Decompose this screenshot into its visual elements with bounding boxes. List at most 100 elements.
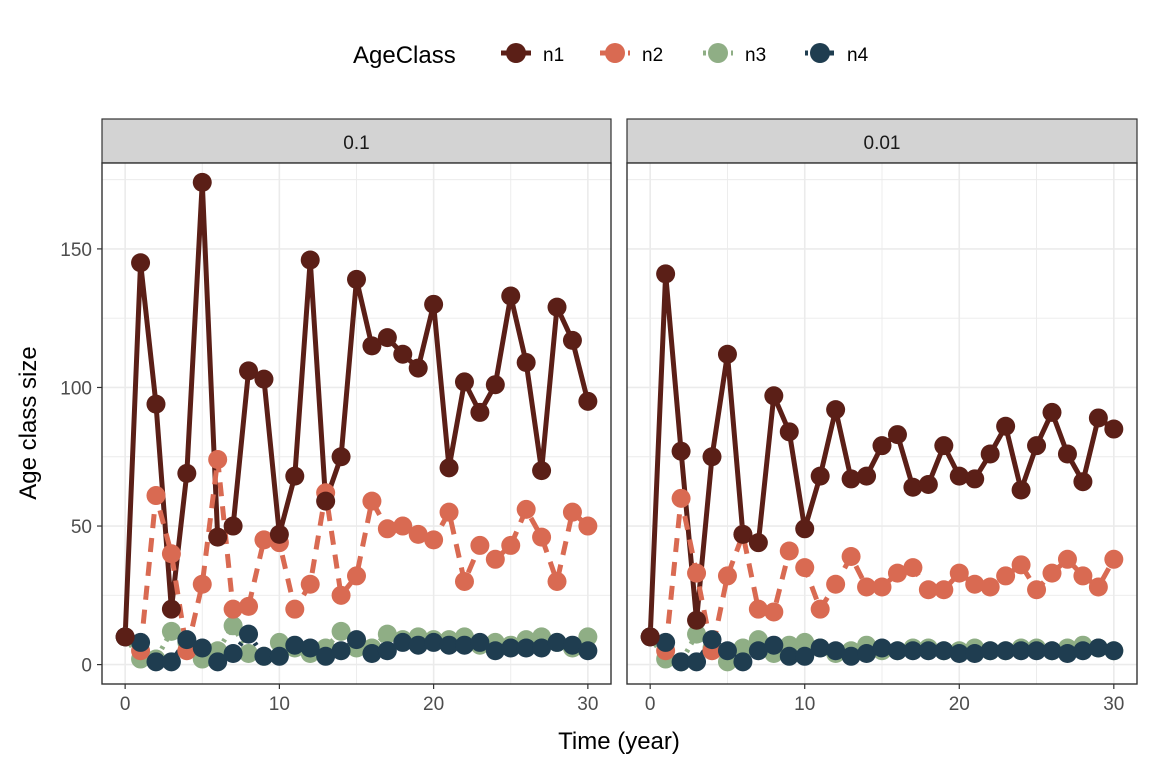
data-point-n1 (1057, 444, 1077, 464)
data-point-n1 (965, 469, 985, 489)
data-point-n2 (470, 535, 490, 555)
y-axis-label: Age class size (15, 346, 42, 499)
x-tick-label: 30 (1103, 694, 1124, 715)
legend-marker-n4 (810, 43, 830, 63)
data-point-n1 (300, 250, 320, 270)
data-point-n1 (841, 469, 861, 489)
data-point-n1 (1011, 480, 1031, 500)
data-point-n4 (254, 646, 274, 666)
panel-strip (626, 118, 1138, 164)
data-point-n2 (996, 566, 1016, 586)
data-point-n4 (439, 635, 459, 655)
data-point-n1 (671, 441, 691, 461)
data-point-n2 (841, 547, 861, 567)
data-point-n2 (254, 530, 274, 550)
legend-key-n3: n3 (703, 43, 766, 66)
data-point-n4 (161, 652, 181, 672)
data-point-n1 (1073, 472, 1093, 492)
data-point-n1 (377, 328, 397, 348)
data-point-n4 (687, 652, 707, 672)
data-point-n3 (687, 624, 707, 644)
panel-border (626, 162, 1138, 685)
data-point-n1 (980, 444, 1000, 464)
panel-border (101, 162, 612, 685)
data-point-n1 (239, 361, 259, 381)
legend-marker-n3 (708, 43, 728, 63)
legend-label-n3: n3 (745, 45, 766, 66)
legend-title: AgeClass (353, 42, 456, 69)
gridlines (102, 163, 611, 684)
x-axis-label: Time (year) (558, 728, 680, 755)
data-point-n2 (1027, 580, 1047, 600)
data-point-n4 (1027, 641, 1047, 661)
data-point-n4 (316, 646, 336, 666)
data-point-n2 (161, 544, 181, 564)
legend-key-n4: n4 (805, 43, 869, 66)
data-point-n2 (192, 574, 212, 594)
data-point-n4 (841, 646, 861, 666)
data-point-n4 (269, 646, 289, 666)
data-point-n4 (918, 641, 938, 661)
legend-marker-n2 (605, 43, 625, 63)
series-group (115, 172, 598, 672)
data-point-n2 (934, 580, 954, 600)
y-tick-label: 100 (60, 378, 92, 399)
data-point-n4 (547, 632, 567, 652)
data-point-n1 (532, 461, 552, 481)
data-point-n2 (779, 541, 799, 561)
data-point-n4 (516, 638, 536, 658)
x-tick-label: 10 (269, 694, 290, 715)
data-point-n1 (903, 477, 923, 497)
data-point-n1 (733, 524, 753, 544)
data-point-n2 (949, 563, 969, 583)
data-point-n4 (733, 652, 753, 672)
data-point-n2 (562, 502, 582, 522)
data-point-n2 (408, 524, 428, 544)
data-point-n4 (826, 641, 846, 661)
data-point-n1 (254, 369, 274, 389)
data-point-n4 (857, 644, 877, 664)
data-point-n2 (1088, 577, 1108, 597)
data-point-n1 (192, 172, 212, 192)
data-point-n4 (470, 632, 490, 652)
data-point-n1 (547, 297, 567, 317)
data-point-n4 (934, 641, 954, 661)
data-point-n2 (1073, 566, 1093, 586)
data-point-n4 (996, 641, 1016, 661)
data-point-n2 (1057, 549, 1077, 569)
data-point-n2 (748, 599, 768, 619)
data-point-n2 (424, 530, 444, 550)
x-tick-label: 10 (794, 694, 815, 715)
data-point-n3 (269, 632, 289, 652)
data-point-n4 (532, 638, 552, 658)
data-point-n2 (300, 574, 320, 594)
data-point-n1 (562, 330, 582, 350)
data-point-n4 (717, 641, 737, 661)
data-point-n2 (965, 574, 985, 594)
data-point-n4 (1088, 638, 1108, 658)
data-point-n2 (810, 599, 830, 619)
x-tick-label: 20 (949, 694, 970, 715)
x-tick-label: 30 (577, 694, 598, 715)
data-point-n4 (347, 630, 366, 650)
data-point-n2 (872, 577, 892, 597)
data-point-n2 (671, 488, 691, 508)
data-point-n4 (1042, 641, 1062, 661)
data-point-n4 (485, 641, 505, 661)
data-point-n1 (748, 533, 768, 553)
data-point-n2 (717, 566, 737, 586)
data-point-n4 (810, 638, 830, 658)
panel-strip-label: 0.01 (864, 133, 901, 154)
panel-1: 0.1 0 10 20 30 0 50 100 150 (60, 118, 612, 715)
series-group (640, 264, 1124, 672)
data-point-n2 (285, 599, 305, 619)
data-point-n3 (223, 616, 243, 636)
data-point-n4 (146, 652, 166, 672)
data-point-n3 (377, 624, 397, 644)
panels: 0.1 0 10 20 30 0 50 100 150 0.01 0 10 20 30 (60, 118, 1138, 715)
data-point-n2 (980, 577, 1000, 597)
data-point-n2 (393, 516, 413, 536)
data-point-n2 (454, 571, 474, 591)
data-point-n2 (826, 574, 846, 594)
